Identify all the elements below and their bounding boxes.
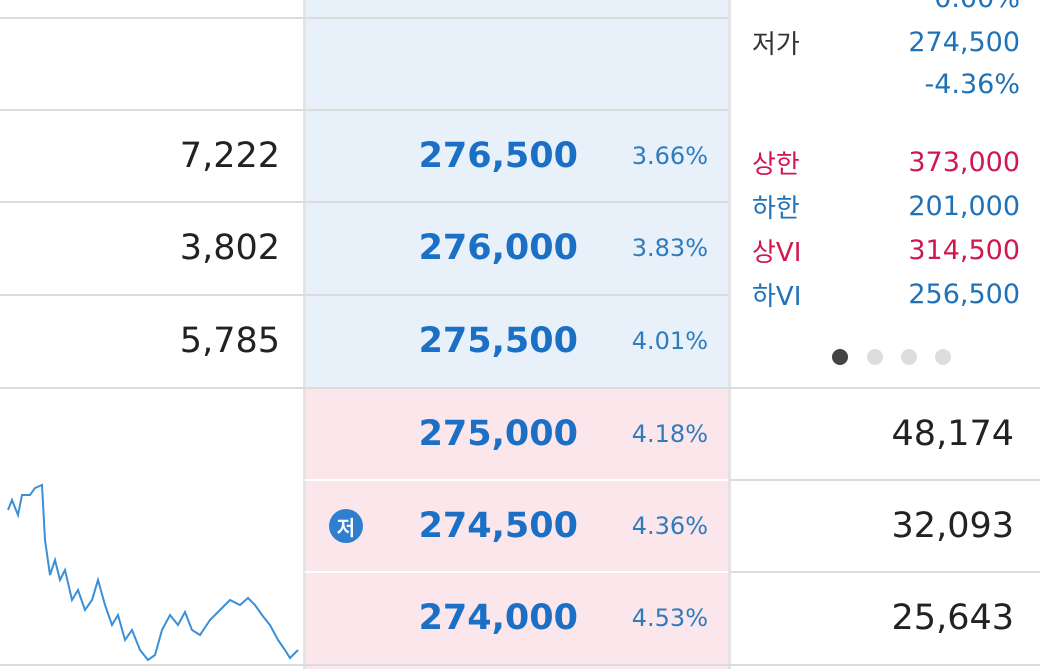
low-label: 저가	[752, 29, 800, 60]
column-divider	[303, 0, 306, 669]
ask-price: 275,500	[418, 321, 578, 361]
cut-rate: 0.00%	[740, 0, 1020, 18]
row-divider	[0, 17, 728, 19]
limit-value: 201,000	[908, 190, 1020, 222]
bid-quantity: 48,174	[891, 414, 1014, 454]
row-divider	[0, 109, 728, 111]
row-divider	[305, 571, 728, 573]
ask-price: 276,500	[418, 136, 578, 176]
limit-value: 314,500	[908, 234, 1020, 266]
limit-value: 256,500	[908, 278, 1020, 310]
low-price: 274,500	[908, 26, 1020, 58]
bid-rate: 4.36%	[631, 512, 708, 540]
bid-quantity: 25,643	[891, 598, 1014, 638]
ask-quantity: 5,785	[179, 321, 280, 361]
page-dot[interactable]	[935, 349, 951, 365]
mini-chart	[7, 483, 299, 662]
limit-label: 하한	[752, 193, 800, 224]
bid-price: 274,500	[418, 506, 578, 546]
page-dots	[832, 349, 951, 365]
limit-value: 373,000	[908, 146, 1020, 178]
ask-background	[305, 0, 728, 388]
ask-rate: 3.83%	[631, 234, 708, 262]
bid-rate: 4.18%	[631, 420, 708, 448]
page-dot[interactable]	[867, 349, 883, 365]
row-divider	[730, 571, 1040, 573]
row-divider	[0, 664, 1040, 666]
row-divider	[0, 294, 728, 296]
bid-price: 274,000	[418, 598, 578, 638]
page-dot-active[interactable]	[832, 349, 848, 365]
limit-label: 상VI	[752, 237, 802, 268]
row-divider	[0, 201, 728, 203]
row-divider	[0, 387, 1040, 389]
ask-rate: 4.01%	[631, 327, 708, 355]
mini-chart-line	[7, 483, 299, 662]
page-dot[interactable]	[901, 349, 917, 365]
ask-quantity: 3,802	[179, 228, 280, 268]
ask-rate: 3.66%	[631, 142, 708, 170]
bid-quantity: 32,093	[891, 506, 1014, 546]
bid-background	[305, 388, 728, 669]
low-badge: 저	[329, 509, 363, 543]
limit-label: 하VI	[752, 281, 802, 312]
bid-rate: 4.53%	[631, 604, 708, 632]
limit-label: 상한	[752, 149, 800, 180]
row-divider	[305, 479, 728, 481]
bid-price: 275,000	[418, 414, 578, 454]
ask-price: 276,000	[418, 228, 578, 268]
low-change: -4.36%	[924, 68, 1020, 100]
column-divider	[728, 0, 731, 669]
row-divider	[730, 479, 1040, 481]
ask-quantity: 7,222	[179, 136, 280, 176]
